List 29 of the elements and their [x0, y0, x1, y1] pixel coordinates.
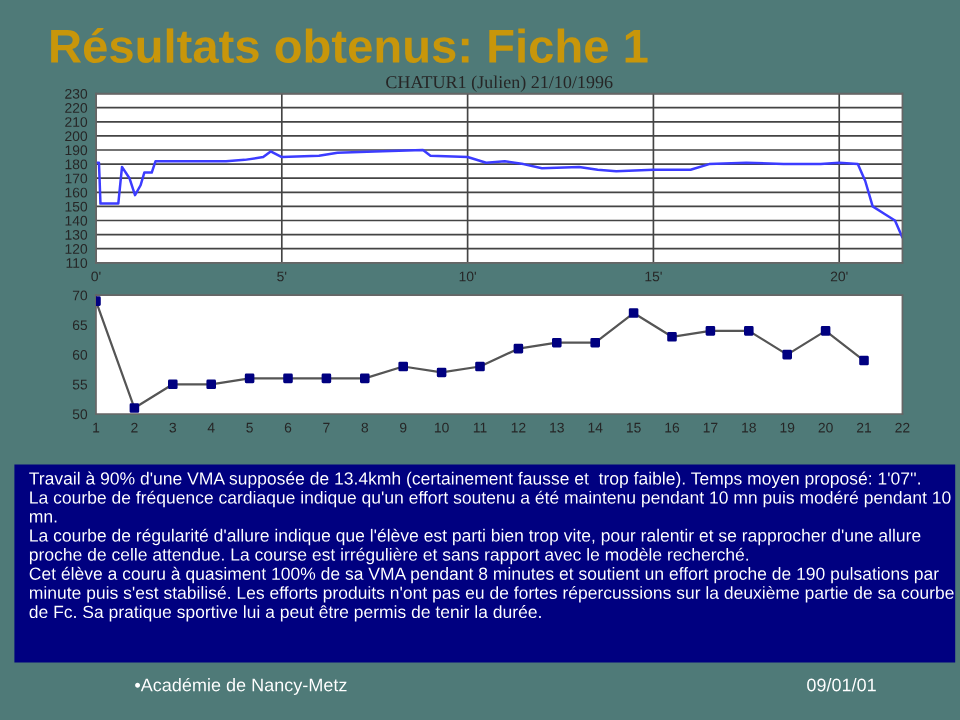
text: Travail à 90% d'une VMA supposée de 13.4kmh (certainement fausse et trop faible). Temps moyen proposé: 1'07''.	[29, 471, 920, 489]
text: •Académie de Nancy-Metz	[135, 677, 347, 695]
chart-title: Résultats obtenus: Fiche 1	[51, 27, 648, 64]
point	[552, 337, 562, 348]
point	[398, 361, 408, 372]
point	[744, 326, 754, 336]
chart-subtitle: CHATUR1 (Julien) 21/10/1996	[386, 75, 613, 92]
point	[283, 373, 293, 384]
point	[129, 403, 140, 413]
point	[859, 355, 869, 366]
point	[820, 326, 831, 336]
point	[782, 349, 792, 360]
point	[168, 379, 178, 390]
line-series	[96, 148, 903, 239]
point	[590, 337, 600, 348]
text: 09/01/01	[807, 678, 876, 692]
text: La courbe de fréquence cardiaque indique qu'un effort soutenu a été maintenu pendant 10 mn puis modéré pendant 10 mn.	[29, 490, 951, 523]
point	[244, 373, 255, 384]
point	[513, 343, 524, 354]
point	[628, 308, 639, 318]
point	[667, 331, 677, 342]
point	[206, 379, 216, 390]
point	[321, 373, 332, 384]
point	[436, 367, 447, 378]
point	[360, 373, 370, 384]
text: La courbe de régularité d'allure indique que l'élève est parti bien trop vite, pour ralentir et se rapprocher d'une allure proche de celle attendue. La course est irrégulière et sans rapport avec le modèle recherché.	[29, 528, 921, 565]
text: Cet élève a couru à quasiment 100% de sa VMA pendant 8 minutes et soutient un effort proche de 190 pulsations par minute puis s'est stabilisé. Les efforts produits n'ont pas eu de fortes répercussions sur la deuxième partie de sa courbe de Fc. Sa pratique sportive lui a peut être permis de tenir la durée.	[29, 566, 954, 622]
point	[475, 361, 485, 372]
point	[705, 326, 716, 336]
